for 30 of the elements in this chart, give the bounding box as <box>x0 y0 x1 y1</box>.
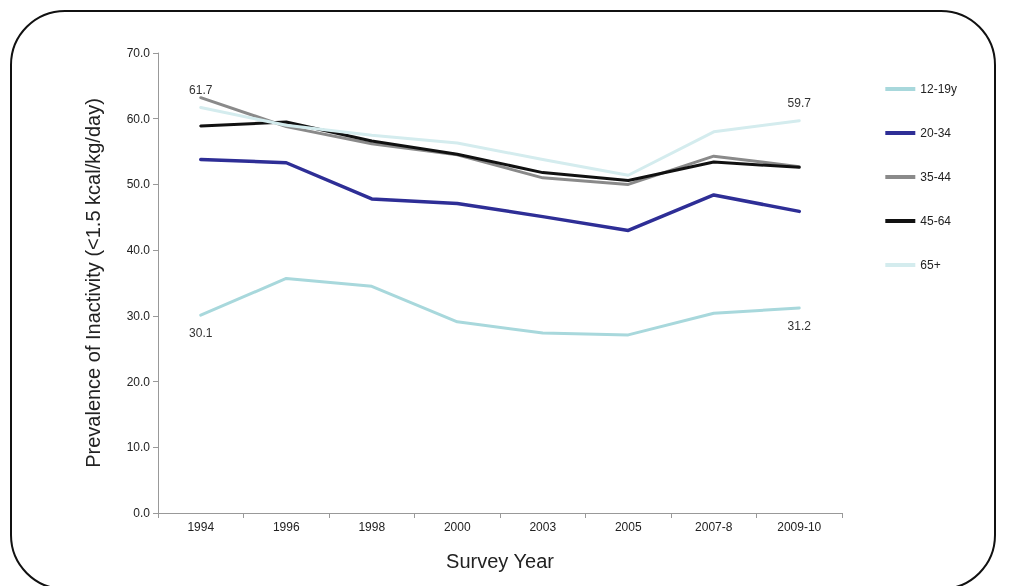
x-tick-label: 2003 <box>529 520 557 534</box>
y-tick-label: 40.0 <box>126 243 151 258</box>
y-tick-label: 30.0 <box>126 308 151 323</box>
x-axis-title: Survey Year <box>446 550 555 572</box>
annotation: 30.1 <box>189 326 213 341</box>
y-tick-label: 70.0 <box>126 46 151 60</box>
y-axis-title: Prevalence of Inactivity (<1.5 kcal/kg/day) <box>82 98 104 468</box>
y-tick-label: 60.0 <box>126 111 151 126</box>
line-series <box>199 106 801 177</box>
x-tick-label: 2009-10 <box>777 520 822 534</box>
legend-label: 65+ <box>920 258 941 272</box>
x-tick-label: 2007-8 <box>695 520 733 534</box>
x-tick-label: 1996 <box>272 520 300 534</box>
line-series <box>199 157 801 233</box>
x-tick-label: 2005 <box>614 520 642 534</box>
annotation: 59.7 <box>787 95 812 110</box>
y-tick-label: 20.0 <box>126 374 151 389</box>
y-tick-label: 10.0 <box>126 440 151 455</box>
line-series <box>199 120 801 182</box>
annotation: 61.7 <box>189 82 213 97</box>
x-tick-label: 2000 <box>443 520 471 534</box>
y-tick-label: 0.0 <box>133 506 151 520</box>
x-tick-label: 1998 <box>358 520 386 534</box>
legend-label: 35-44 <box>920 170 952 184</box>
annotation: 31.2 <box>787 318 812 333</box>
legend-label: 45-64 <box>920 214 952 228</box>
legend-label: 12-19y <box>920 82 958 96</box>
x-tick-label: 1994 <box>187 520 215 534</box>
y-tick-label: 50.0 <box>126 177 151 192</box>
legend-label: 20-34 <box>920 126 952 140</box>
